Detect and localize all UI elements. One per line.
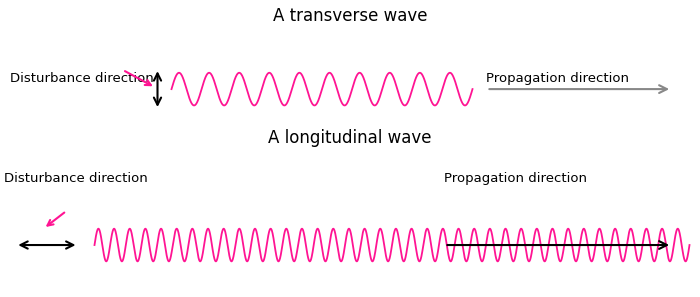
Text: Disturbance direction: Disturbance direction	[4, 172, 147, 185]
Text: Propagation direction: Propagation direction	[486, 72, 629, 85]
Text: A longitudinal wave: A longitudinal wave	[268, 129, 432, 147]
Text: Propagation direction: Propagation direction	[444, 172, 587, 185]
Text: Disturbance direction: Disturbance direction	[10, 72, 154, 85]
Text: A transverse wave: A transverse wave	[273, 7, 427, 25]
